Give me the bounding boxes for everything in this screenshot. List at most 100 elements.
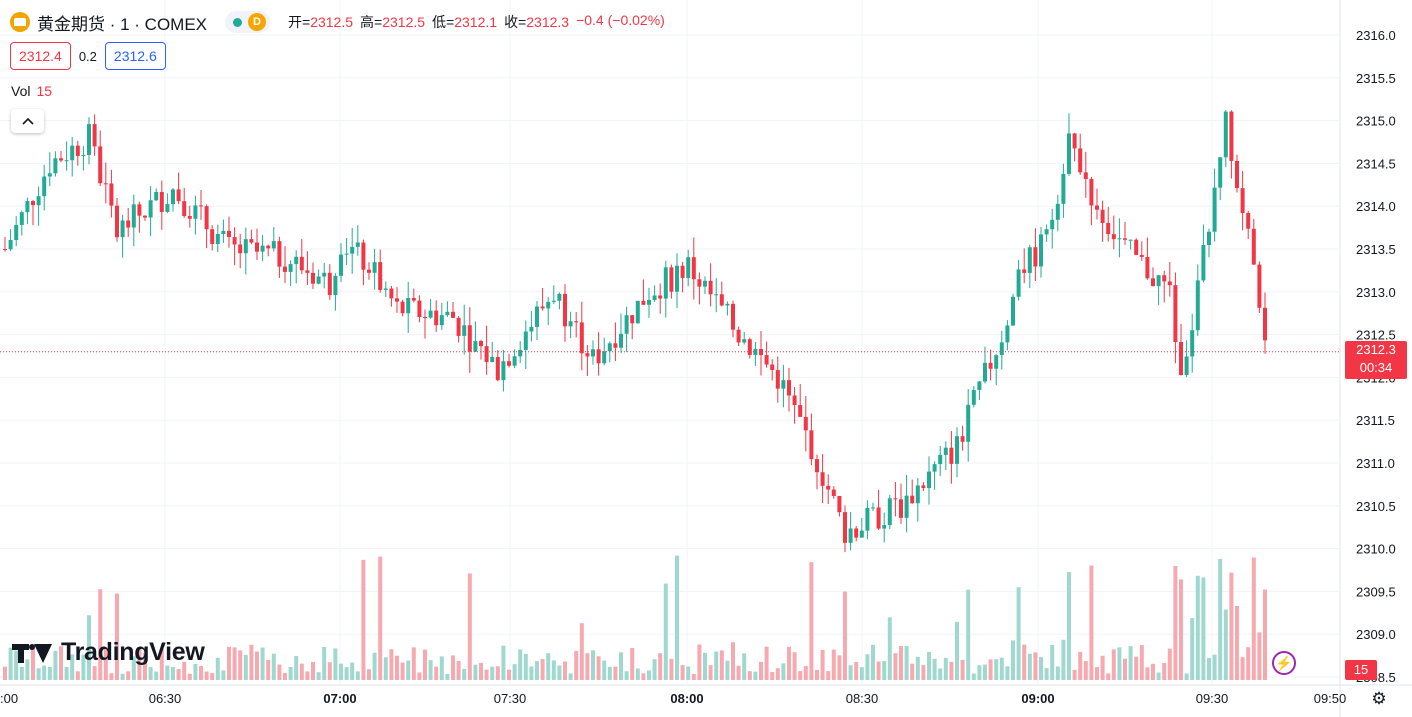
candle-body	[910, 495, 915, 504]
volume-bar	[764, 646, 769, 680]
volume-bar	[1033, 652, 1038, 680]
tradingview-logo[interactable]: TradingView	[12, 638, 205, 667]
candle-body	[1027, 247, 1032, 273]
candle-body	[943, 447, 948, 455]
candle-body	[322, 272, 327, 277]
candle-body	[423, 317, 427, 319]
volume-bar	[809, 562, 814, 680]
candle-body	[893, 498, 898, 500]
candle-body	[1229, 111, 1234, 161]
sell-price-button[interactable]: 2312.4	[10, 42, 71, 70]
candle-body	[249, 239, 254, 243]
candle-body	[1039, 234, 1043, 267]
candle-body	[988, 362, 993, 369]
candle-body	[1022, 269, 1027, 273]
volume-bar	[479, 662, 483, 680]
volume-bar	[1027, 653, 1032, 680]
logo-text: TradingView	[61, 638, 205, 666]
open-label: 开=	[288, 14, 311, 30]
candle-body	[983, 362, 987, 382]
volume-bar	[165, 665, 170, 680]
candle-body	[227, 230, 231, 238]
volume-bar	[585, 653, 590, 680]
price-tick-label: 2309.5	[1356, 584, 1396, 599]
volume-bar	[210, 673, 215, 680]
tradingview-mark-icon	[12, 639, 54, 667]
candle-body	[1083, 172, 1088, 180]
volume-bar	[249, 644, 254, 680]
candle-body	[64, 160, 69, 162]
volume-bar	[932, 658, 937, 680]
volume-bar	[8, 647, 13, 680]
candle-body	[1106, 222, 1111, 235]
candle-body	[350, 246, 355, 254]
candle-body	[719, 294, 724, 306]
volume-legend[interactable]: Vol 15	[11, 83, 52, 99]
candle-body	[288, 264, 293, 272]
candle-body	[837, 495, 842, 513]
volume-bar	[798, 671, 803, 680]
candle-body	[568, 321, 573, 327]
candle-body	[14, 224, 19, 241]
volume-bar	[602, 660, 607, 680]
volume-bar	[1016, 587, 1021, 680]
candle-body	[327, 272, 332, 296]
volume-bar	[120, 673, 125, 680]
market-status-badge[interactable]: D	[225, 11, 271, 33]
volume-bar	[400, 662, 405, 680]
candle-body	[775, 370, 780, 389]
volume-bar	[876, 661, 881, 680]
candle-body	[725, 303, 730, 306]
volume-bar	[137, 647, 142, 680]
buy-price-button[interactable]: 2312.6	[104, 42, 166, 70]
volume-bar	[775, 668, 780, 680]
volume-bar	[820, 649, 825, 680]
volume-bar	[669, 658, 674, 680]
candle-body	[971, 389, 976, 405]
time-axis[interactable]: :00 06:30 07:00 07:30 08:00 08:30 09:00 09:30 09…	[0, 691, 1346, 706]
candle-body	[1139, 254, 1144, 257]
candle-body	[747, 339, 752, 355]
candle-body	[193, 205, 198, 219]
candle-body	[1201, 244, 1206, 281]
price-axis[interactable]: 2316.0 2315.5 2315.0 2314.5 2314.0 2313.5 2313…	[1356, 28, 1396, 685]
volume-bar	[999, 657, 1004, 680]
volume-bar	[787, 646, 791, 680]
candle-body	[1005, 325, 1010, 343]
volume-bar	[456, 661, 461, 680]
volume-bar	[960, 659, 965, 680]
volume-bar	[675, 555, 679, 680]
ohlc-legend: 开=2312.5 高=2312.5 低=2312.1 收=2312.3 −0.4…	[288, 12, 665, 32]
settings-gear-icon[interactable]: ⚙	[1371, 689, 1387, 708]
candle-body	[859, 530, 864, 538]
volume-bar	[949, 661, 954, 680]
volume-bar	[1128, 646, 1133, 680]
candle-body	[1145, 256, 1150, 279]
volume-bar	[523, 653, 528, 680]
volume-bar	[92, 666, 97, 680]
volume-bar	[731, 642, 735, 680]
candle-body	[299, 256, 304, 271]
volume-bar	[837, 655, 842, 680]
candle-body	[781, 380, 786, 389]
symbol-title[interactable]: 黄金期货 · 1 · COMEX	[37, 14, 208, 34]
volume-bar	[75, 671, 80, 680]
candle-body	[915, 485, 920, 504]
volume-bar	[591, 650, 595, 680]
candle-body	[764, 355, 769, 365]
candle-body	[473, 341, 478, 352]
market-open-icon	[233, 17, 243, 27]
candle-body	[479, 341, 483, 347]
candle-body	[1240, 188, 1245, 213]
volume-bar	[383, 657, 388, 680]
candle-body	[921, 485, 926, 489]
volume-bar	[1139, 645, 1144, 680]
candle-body	[876, 507, 881, 529]
candle-body	[1095, 205, 1099, 210]
lightning-icon[interactable]: ⚡	[1272, 651, 1296, 675]
candle-body	[277, 241, 282, 267]
candle-body	[87, 124, 91, 155]
candle-body	[691, 257, 696, 280]
collapse-legend-button[interactable]	[11, 109, 44, 133]
